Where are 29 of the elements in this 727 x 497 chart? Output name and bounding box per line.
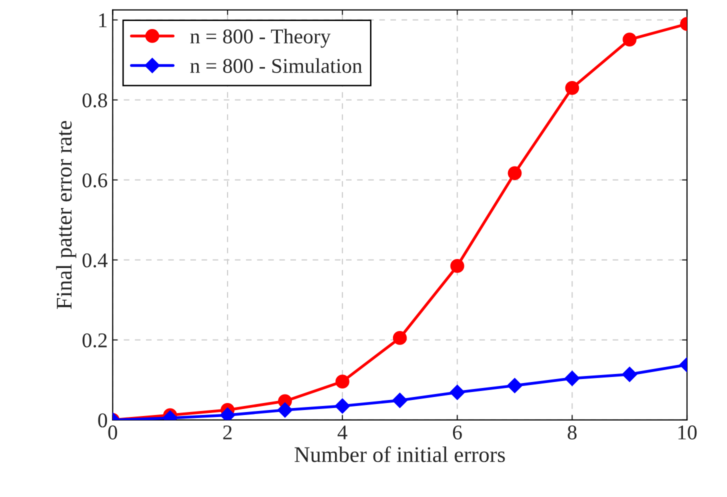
x-tick-label: 0: [108, 425, 118, 440]
y-tick-label: 1: [99, 13, 107, 28]
point: [622, 32, 637, 46]
point: [392, 392, 408, 408]
point: [508, 166, 522, 180]
y-tick-label: 0: [98, 413, 108, 428]
point: [564, 370, 580, 386]
point: [392, 331, 407, 345]
y-tick-label: 0.8: [82, 93, 108, 108]
legend-label: n = 800 - Theory: [190, 28, 331, 48]
y-tick-label: 0.4: [82, 253, 108, 268]
point: [335, 374, 350, 389]
legend-label: n = 800 - Simulation: [190, 58, 362, 73]
point: [565, 81, 580, 95]
x-tick-label: 4: [338, 426, 348, 440]
x-tick-label: 10: [678, 425, 697, 440]
x-tick-label: 8: [568, 425, 577, 440]
point: [277, 402, 293, 418]
point: [450, 384, 465, 400]
point: [334, 398, 350, 414]
y-tick-label: 0.6: [82, 173, 108, 188]
y-tick-label: 0.2: [82, 333, 107, 348]
point: [450, 259, 464, 273]
y-axis-title: Final patter error rate: [56, 121, 76, 310]
point: [622, 366, 638, 382]
point: [507, 378, 522, 394]
x-tick-label: 6: [452, 425, 462, 440]
x-axis-title: Number of initial errors: [294, 446, 505, 462]
x-tick-label: 2: [223, 425, 232, 440]
